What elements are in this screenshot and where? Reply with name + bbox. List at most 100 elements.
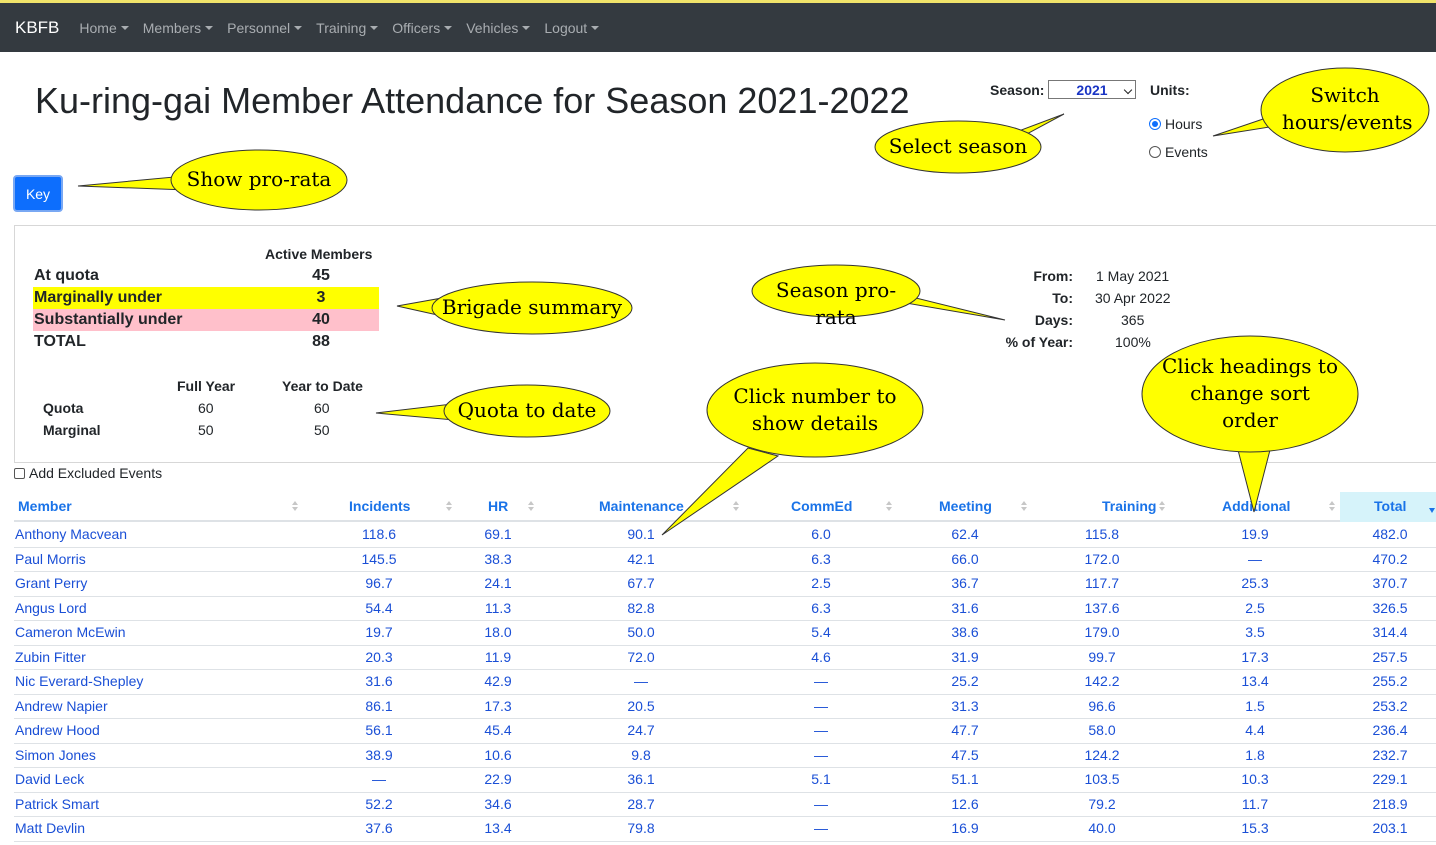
cell-additional[interactable]: 2.5 — [1245, 599, 1265, 616]
units-radio-hours[interactable]: Hours — [1149, 116, 1202, 132]
cell-additional[interactable]: 19.9 — [1241, 526, 1269, 542]
cell-incidents[interactable]: 56.1 — [365, 722, 393, 738]
cell-additional[interactable]: 11.7 — [1241, 795, 1269, 812]
cell-incidents[interactable]: 37.6 — [365, 820, 393, 836]
cell-meeting[interactable]: 12.6 — [951, 795, 979, 812]
season-select[interactable]: 2021 — [1048, 80, 1136, 99]
cell-meeting[interactable]: 66.0 — [951, 550, 979, 567]
cell-training[interactable]: 117.7 — [1085, 575, 1119, 591]
cell-hr[interactable]: 34.6 — [484, 795, 512, 812]
cell-commed[interactable]: 6.3 — [811, 599, 831, 616]
nav-personnel[interactable]: Personnel — [227, 20, 303, 36]
cell-hr[interactable]: 45.4 — [484, 722, 512, 738]
cell-maintenance[interactable]: 42.1 — [627, 550, 655, 567]
cell-hr[interactable]: 13.4 — [484, 820, 512, 836]
cell-incidents[interactable]: 54.4 — [365, 599, 393, 616]
cell-additional[interactable]: 15.3 — [1241, 820, 1269, 836]
key-button[interactable]: Key — [13, 175, 63, 212]
cell-meeting[interactable]: 31.3 — [951, 697, 979, 714]
col-commed[interactable]: CommEd — [791, 498, 853, 514]
cell-meeting[interactable]: 31.6 — [951, 599, 979, 616]
cell-commed[interactable]: 5.1 — [811, 771, 831, 787]
cell-training[interactable]: 142.2 — [1084, 673, 1120, 689]
member-name-link[interactable]: Grant Perry — [15, 575, 88, 591]
cell-total[interactable]: 326.5 — [1372, 599, 1408, 616]
cell-maintenance[interactable]: 28.7 — [627, 795, 655, 812]
member-name-link[interactable]: Paul Morris — [15, 550, 86, 567]
cell-total[interactable]: 229.1 — [1372, 771, 1408, 787]
cell-training[interactable]: 115.8 — [1085, 526, 1119, 542]
col-total[interactable]: Total — [1374, 498, 1407, 514]
cell-meeting[interactable]: 16.9 — [951, 820, 979, 836]
member-name-link[interactable]: Patrick Smart — [15, 795, 100, 812]
cell-total[interactable]: 203.1 — [1372, 820, 1408, 836]
nav-training[interactable]: Training — [316, 20, 379, 36]
cell-maintenance[interactable]: 50.0 — [627, 624, 655, 640]
cell-incidents[interactable]: 86.1 — [365, 697, 393, 714]
cell-maintenance[interactable]: 67.7 — [627, 575, 655, 591]
cell-total[interactable]: 255.2 — [1372, 673, 1408, 689]
cell-incidents[interactable]: 52.2 — [365, 795, 393, 812]
cell-hr[interactable]: 18.0 — [484, 624, 512, 640]
radio-checked-icon[interactable] — [1149, 118, 1161, 130]
nav-vehicles[interactable]: Vehicles — [466, 20, 531, 36]
cell-additional[interactable]: 13.4 — [1241, 673, 1269, 689]
cell-maintenance[interactable]: 20.5 — [627, 697, 655, 714]
cell-incidents[interactable]: 31.6 — [365, 673, 393, 689]
cell-additional[interactable]: 17.3 — [1241, 648, 1269, 665]
cell-maintenance[interactable]: 72.0 — [627, 648, 655, 665]
cell-hr[interactable]: 38.3 — [484, 550, 512, 567]
cell-total[interactable]: 370.7 — [1372, 575, 1408, 591]
member-name-link[interactable]: Simon Jones — [15, 746, 96, 763]
cell-incidents[interactable]: 38.9 — [365, 746, 393, 763]
cell-maintenance[interactable]: 79.8 — [627, 820, 655, 836]
cell-commed[interactable]: 6.0 — [811, 526, 831, 542]
cell-incidents[interactable]: 20.3 — [365, 648, 393, 665]
cell-total[interactable]: 482.0 — [1372, 526, 1408, 542]
add-excluded-events-checkbox[interactable]: Add Excluded Events — [14, 465, 162, 481]
radio-unchecked-icon[interactable] — [1149, 146, 1161, 158]
cell-meeting[interactable]: 62.4 — [951, 526, 979, 542]
cell-hr[interactable]: 24.1 — [484, 575, 512, 591]
cell-incidents[interactable]: 19.7 — [365, 624, 393, 640]
units-radio-events[interactable]: Events — [1149, 144, 1208, 160]
cell-additional[interactable]: 4.4 — [1245, 722, 1265, 738]
member-name-link[interactable]: Cameron McEwin — [15, 624, 126, 640]
col-member[interactable]: Member — [18, 498, 72, 514]
sort-desc-icon[interactable] — [1429, 508, 1435, 513]
cell-total[interactable]: 232.7 — [1372, 746, 1408, 763]
nav-home[interactable]: Home — [79, 20, 129, 36]
cell-training[interactable]: 179.0 — [1084, 624, 1120, 640]
checkbox-icon[interactable] — [14, 467, 25, 479]
cell-commed[interactable]: 4.6 — [811, 648, 831, 665]
col-incidents[interactable]: Incidents — [349, 498, 411, 514]
cell-additional[interactable]: 1.5 — [1245, 697, 1265, 714]
cell-training[interactable]: 137.6 — [1084, 599, 1120, 616]
cell-additional[interactable]: 1.8 — [1245, 746, 1265, 763]
member-name-link[interactable]: Anthony Macvean — [15, 526, 128, 542]
member-name-link[interactable]: Zubin Fitter — [15, 648, 86, 665]
cell-training[interactable]: 58.0 — [1088, 722, 1116, 738]
cell-training[interactable]: 172.0 — [1084, 550, 1120, 567]
col-meeting[interactable]: Meeting — [939, 498, 992, 514]
cell-total[interactable]: 218.9 — [1372, 795, 1408, 812]
cell-additional[interactable]: 3.5 — [1245, 624, 1265, 640]
cell-total[interactable]: 236.4 — [1372, 722, 1408, 738]
nav-logout[interactable]: Logout — [544, 20, 600, 36]
cell-meeting[interactable]: 31.9 — [951, 648, 979, 665]
cell-meeting[interactable]: 51.1 — [951, 771, 979, 787]
cell-maintenance[interactable]: 90.1 — [627, 526, 655, 542]
member-name-link[interactable]: Matt Devlin — [15, 820, 86, 836]
cell-total[interactable]: 257.5 — [1372, 648, 1408, 665]
cell-hr[interactable]: 11.3 — [484, 599, 512, 616]
cell-hr[interactable]: 17.3 — [484, 697, 512, 714]
cell-hr[interactable]: 42.9 — [484, 673, 512, 689]
cell-hr[interactable]: 11.9 — [484, 648, 512, 665]
cell-commed[interactable]: 2.5 — [811, 575, 831, 591]
cell-meeting[interactable]: 47.5 — [951, 746, 979, 763]
nav-members[interactable]: Members — [143, 20, 214, 36]
cell-maintenance[interactable]: 36.1 — [627, 771, 655, 787]
cell-incidents[interactable]: 145.5 — [361, 550, 397, 567]
col-training[interactable]: Training — [1102, 498, 1157, 514]
cell-commed[interactable]: 6.3 — [811, 550, 831, 567]
